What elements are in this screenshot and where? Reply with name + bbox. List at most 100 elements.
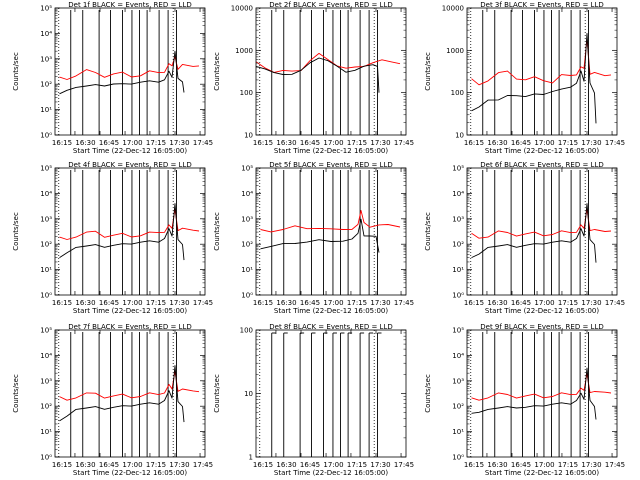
series-line-events — [260, 218, 380, 253]
panel-5: 10⁰ 10¹ 10² 10³ 10⁴ 10⁵ 16:15 16:30 16:45 17:00 17… — [213, 161, 414, 315]
x-tick-label: 16:15 — [464, 139, 484, 147]
x-tick-label: 17:45 — [394, 299, 414, 307]
x-tick-label: 17:00 — [534, 139, 554, 147]
y-tick-label: 10⁵ — [40, 5, 52, 13]
x-tick-label: 17:30 — [169, 461, 189, 469]
plot-frame — [466, 7, 618, 136]
y-tick-label: 10⁴ — [452, 352, 464, 360]
y-axis-label: Counts/sec — [12, 374, 20, 413]
y-tick-label: 10⁵ — [40, 165, 52, 173]
panel-title: Det 3f BLACK = Events, RED = LLD — [480, 1, 603, 9]
x-tick-label: 16:30 — [75, 461, 95, 469]
panel-9: 10⁰ 10¹ 10² 10³ 10⁴ 10⁵ 16:15 16:30 16:45 17:00 17… — [424, 323, 625, 477]
y-tick-label: 10³ — [40, 55, 52, 63]
y-tick-label: 10⁵ — [452, 327, 464, 335]
x-tick-label: 16:45 — [511, 461, 531, 469]
x-tick-label: 16:45 — [511, 299, 531, 307]
y-tick-label: 10³ — [452, 215, 464, 223]
x-tick-label: 16:15 — [253, 139, 273, 147]
panel-6: 10⁰ 10¹ 10² 10³ 10⁴ 10⁵ 16:15 16:30 16:45 17:00 17… — [424, 161, 625, 315]
x-tick-label: 16:45 — [511, 139, 531, 147]
plot-frame — [255, 7, 407, 136]
x-tick-label: 17:30 — [581, 139, 601, 147]
x-tick-label: 17:15 — [347, 461, 367, 469]
x-tick-label: 17:00 — [122, 461, 142, 469]
y-tick-label: 10² — [40, 241, 52, 249]
x-tick-label: 16:15 — [464, 299, 484, 307]
y-tick-label: 10³ — [241, 215, 253, 223]
series-line-events — [59, 203, 185, 261]
x-tick-label: 16:15 — [52, 299, 72, 307]
series-line-events — [59, 50, 185, 95]
y-tick-label: 10⁰ — [241, 292, 253, 300]
y-tick-label: 10⁴ — [241, 190, 253, 198]
x-tick-label: 17:00 — [323, 139, 343, 147]
x-tick-label: 17:45 — [193, 461, 213, 469]
x-tick-label: 17:00 — [323, 299, 343, 307]
plot-frame — [466, 167, 618, 296]
series-line-lld — [59, 370, 200, 401]
series-line-lld — [59, 208, 200, 240]
y-tick-label: 10² — [241, 241, 253, 249]
y-tick-label: 10⁴ — [452, 190, 464, 198]
panel-title: Det 7f BLACK = Events, RED = LLD — [68, 323, 191, 331]
panel-7: 10⁰ 10¹ 10² 10³ 10⁴ 10⁵ 16:15 16:30 16:45 17:00 17… — [12, 323, 213, 477]
y-tick-label: 10⁵ — [452, 165, 464, 173]
x-tick-label: 17:00 — [534, 461, 554, 469]
y-tick-label: 10¹ — [40, 106, 52, 114]
series-line-lld — [471, 208, 612, 239]
plot-frame — [54, 329, 206, 458]
x-tick-label: 17:15 — [558, 461, 578, 469]
panel-title: Det 4f BLACK = Events, RED = LLD — [68, 161, 191, 169]
x-tick-label: 17:45 — [605, 299, 625, 307]
x-tick-label: 17:30 — [581, 299, 601, 307]
x-tick-label: 17:45 — [605, 139, 625, 147]
y-tick-label: 10⁰ — [40, 292, 52, 300]
x-axis-label: Start Time (22-Dec-12 16:05:00) — [485, 469, 599, 477]
x-tick-label: 17:00 — [534, 299, 554, 307]
x-tick-label: 16:45 — [300, 461, 320, 469]
series-line-events — [255, 57, 380, 93]
plot-frame — [255, 329, 407, 458]
series-line-events — [471, 203, 597, 263]
x-tick-label: 16:30 — [75, 299, 95, 307]
x-tick-label: 17:30 — [581, 461, 601, 469]
series-line-events — [59, 365, 185, 423]
plot-frame — [54, 7, 206, 136]
y-tick-label: 10⁰ — [452, 292, 464, 300]
x-tick-label: 17:30 — [169, 299, 189, 307]
x-tick-label: 17:30 — [370, 461, 390, 469]
y-axis-label: Counts/sec — [213, 374, 221, 413]
x-axis-label: Start Time (22-Dec-12 16:05:00) — [274, 469, 388, 477]
y-tick-label: 10² — [452, 403, 464, 411]
x-tick-label: 16:45 — [300, 299, 320, 307]
x-axis-label: Start Time (22-Dec-12 16:05:00) — [73, 147, 187, 155]
panel-title: Det 6f BLACK = Events, RED = LLD — [480, 161, 603, 169]
y-tick-label: 10¹ — [40, 428, 52, 436]
y-axis-label: Counts/sec — [424, 212, 432, 251]
x-tick-label: 17:30 — [370, 299, 390, 307]
x-tick-label: 17:00 — [122, 299, 142, 307]
y-tick-label: 10 — [244, 390, 253, 398]
x-tick-label: 16:30 — [276, 461, 296, 469]
y-tick-label: 10² — [40, 81, 52, 89]
x-tick-label: 16:15 — [253, 299, 273, 307]
x-tick-label: 17:30 — [169, 139, 189, 147]
x-tick-label: 17:15 — [347, 299, 367, 307]
x-tick-label: 17:00 — [323, 461, 343, 469]
y-tick-label: 10¹ — [452, 266, 464, 274]
y-tick-label: 10¹ — [241, 266, 253, 274]
y-tick-label: 10 — [455, 132, 464, 140]
x-tick-label: 16:45 — [99, 299, 119, 307]
x-tick-label: 16:45 — [99, 139, 119, 147]
y-axis-label: Counts/sec — [213, 212, 221, 251]
series-line-lld — [260, 210, 401, 233]
x-axis-label: Start Time (22-Dec-12 16:05:00) — [485, 147, 599, 155]
y-tick-label: 1 — [249, 454, 253, 462]
y-tick-label: 100 — [451, 89, 464, 97]
panel-1: 10⁰ 10¹ 10² 10³ 10⁴ 10⁵ 16:15 16:30 16:45 17:00 17… — [12, 1, 213, 155]
panel-title: Det 9f BLACK = Events, RED = LLD — [480, 323, 603, 331]
y-tick-label: 10000 — [442, 5, 464, 13]
